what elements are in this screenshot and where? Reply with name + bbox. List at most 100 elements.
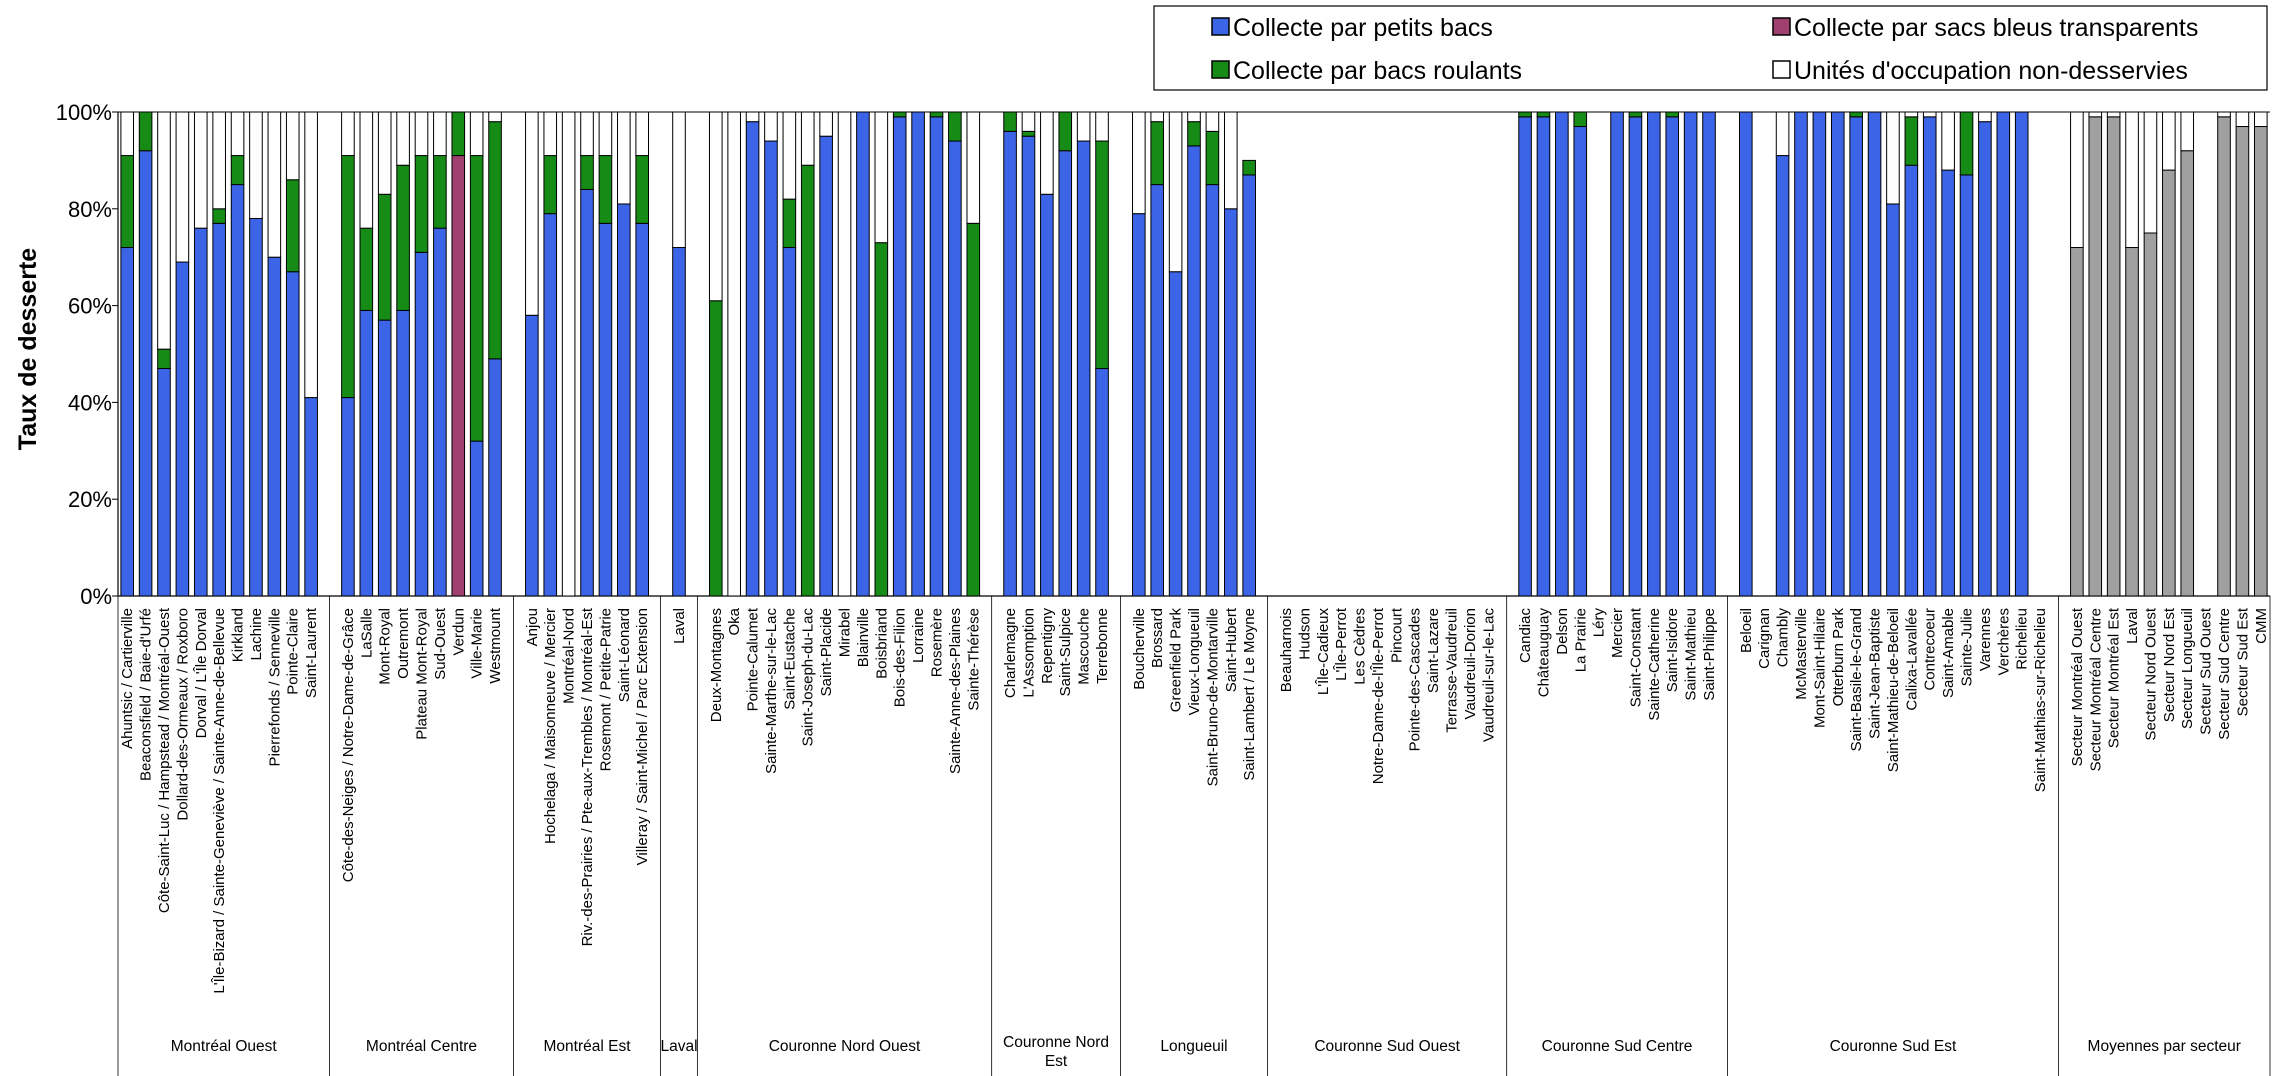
category-label: Saint-Constant (1627, 607, 1644, 707)
bar-segment-average (2088, 116, 2103, 597)
bar-segment-bacs-roulants (212, 208, 226, 224)
category-label: Pincourt (1388, 607, 1405, 663)
bar-segment-average (2254, 126, 2268, 597)
bar-segment-petits-bacs (1003, 130, 1017, 597)
category-label: Sainte-Thérèse (965, 608, 982, 711)
category-label: Côte-Saint-Luc / Hampstead / Montréal-Ou… (156, 607, 173, 913)
bar-segment-average (2125, 247, 2139, 597)
bar-segment-bacs-roulants (929, 111, 944, 118)
legend-label: Collecte par petits bacs (1233, 14, 1493, 42)
bar-segment-unserved (2125, 111, 2139, 249)
category-label: Mirabel (837, 608, 854, 657)
bar-segment-petits-bacs (1187, 145, 1201, 597)
bar-segment-bacs-roulants (157, 348, 171, 370)
bar-segment-non-desservies (193, 111, 208, 229)
category-label: Ahuntsic / Cartierville (119, 608, 136, 749)
category-label: Anjou (524, 608, 541, 646)
bar-segment-petits-bacs (157, 368, 171, 597)
category-label: Hudson (1296, 608, 1313, 660)
category-label: Saint-Amable (1940, 608, 1957, 698)
legend-swatch (1211, 17, 1230, 36)
bar-segment-bacs-roulants (488, 121, 502, 360)
bar-segment-bacs-roulants (800, 164, 815, 597)
bar-segment-petits-bacs (764, 140, 778, 597)
bar-segment-bacs-roulants (469, 155, 484, 442)
bar-segment-bacs-roulants (543, 155, 558, 215)
bar-segment-bacs-roulants (1095, 140, 1109, 370)
category-label: Secteur Sud Centre (2216, 608, 2233, 740)
y-tick-label: 0% (80, 584, 112, 609)
bar-segment-bacs-roulants (433, 155, 447, 229)
category-label: CMM (2253, 608, 2270, 644)
bar-segment-bacs-roulants (1573, 111, 1588, 128)
bar-segment-bacs-roulants (341, 155, 355, 399)
y-tick-label: 20% (68, 487, 112, 512)
bar-segment-non-desservies (819, 111, 833, 137)
bar-segment-unserved (2162, 111, 2176, 171)
category-label: Lachine (248, 608, 265, 661)
category-label: Secteur Montréal Ouest (2069, 607, 2086, 766)
bar-segment-average (2217, 116, 2231, 597)
category-label: Côte-des-Neiges / Notre-Dame-de-Grâce (340, 608, 357, 882)
category-label: Terrasse-Vaudreuil (1444, 608, 1461, 733)
bar-segment-non-desservies (1904, 111, 1919, 118)
bar-segment-petits-bacs (1849, 116, 1863, 597)
bar-segment-non-desservies (414, 111, 429, 157)
bar-segment-petits-bacs (1536, 116, 1551, 597)
category-label: Riv.-des-Prairies / Pte-aux-Trembles / M… (579, 607, 596, 946)
bar-segment-petits-bacs (2014, 111, 2029, 597)
category-label: Châteauguay (1535, 608, 1552, 698)
bar-segment-average (2162, 169, 2176, 597)
bar-segment-non-desservies (598, 111, 613, 157)
category-label: Richelieu (2014, 608, 2031, 670)
category-label: Mont-Royal (377, 608, 394, 685)
category-label: Saint-Placide (818, 608, 835, 696)
category-label: Léry (1591, 608, 1608, 638)
group-labels: Montréal Ouest Montréal Centre Montréal Es… (117, 596, 2271, 1076)
category-label: Saint-Mathieu (1683, 608, 1700, 701)
category-label: Sud-Ouest (432, 607, 449, 680)
bar-segment-non-desservies (1132, 111, 1146, 215)
category-label: Dollard-des-Ormeaux / Roxboro (174, 608, 191, 821)
bar-segment-non-desservies (874, 111, 889, 244)
bar-segment-petits-bacs (1830, 111, 1845, 597)
category-label: Beauharnois (1278, 608, 1295, 692)
category-labels: Ahuntsic / Cartierville Beaconsfield / Ba… (119, 607, 2270, 993)
bar-segment-non-desservies (1941, 111, 1955, 171)
category-label: La Prairie (1572, 608, 1589, 672)
bar-segment-non-desservies (745, 111, 760, 123)
bar-segment-unserved (2143, 111, 2158, 234)
legend-box (1153, 5, 2268, 91)
bar-segment-non-desservies (157, 111, 171, 350)
bar-segment-petits-bacs (1665, 116, 1680, 597)
bar-segment-non-desservies (469, 111, 484, 157)
legend-label: Unités d'occupation non-desservies (1794, 57, 2188, 85)
category-label: Sainte-Marthe-sur-le-Lac (763, 608, 780, 774)
bar-segment-non-desservies (543, 111, 558, 157)
bar-segment-petits-bacs (1867, 111, 1882, 597)
category-label: Vaudreuil-Dorion (1462, 608, 1479, 719)
category-label: Villeray / Saint-Michel / Parc Extension (634, 608, 651, 865)
bar-segment-petits-bacs (359, 309, 374, 597)
bar-segment-petits-bacs (414, 251, 429, 597)
group-label: Moyennes par secteur (2088, 1038, 2241, 1055)
bar-segment-non-desservies (212, 111, 226, 210)
group-label: Couronne Nord Ouest (769, 1038, 921, 1055)
bar-segment-bacs-roulants (598, 155, 613, 224)
bar-segment-non-desservies (267, 111, 282, 258)
category-label: Bois-des-Filion (892, 608, 909, 707)
category-label: Pointe-Claire (285, 608, 302, 695)
bar-segment-petits-bacs (929, 116, 944, 597)
bar-segment-bacs-roulants (359, 227, 374, 311)
bar-segment-non-desservies (727, 111, 741, 597)
bar-segment-bacs-roulants (377, 193, 392, 321)
bar-segment-non-desservies (708, 111, 723, 302)
bar-segment-petits-bacs (1205, 184, 1220, 597)
bar-segment-petits-bacs (672, 247, 686, 597)
bar-segment-petits-bacs (212, 222, 226, 597)
group-label: Laval (660, 1038, 697, 1055)
category-label: Rosemont / Petite-Patrie (597, 608, 614, 771)
category-label: Saint-Mathias-sur-Richelieu (2032, 608, 2049, 792)
category-label: L'Île-Perrot (1333, 607, 1350, 681)
bar-segment-non-desservies (1223, 111, 1238, 210)
